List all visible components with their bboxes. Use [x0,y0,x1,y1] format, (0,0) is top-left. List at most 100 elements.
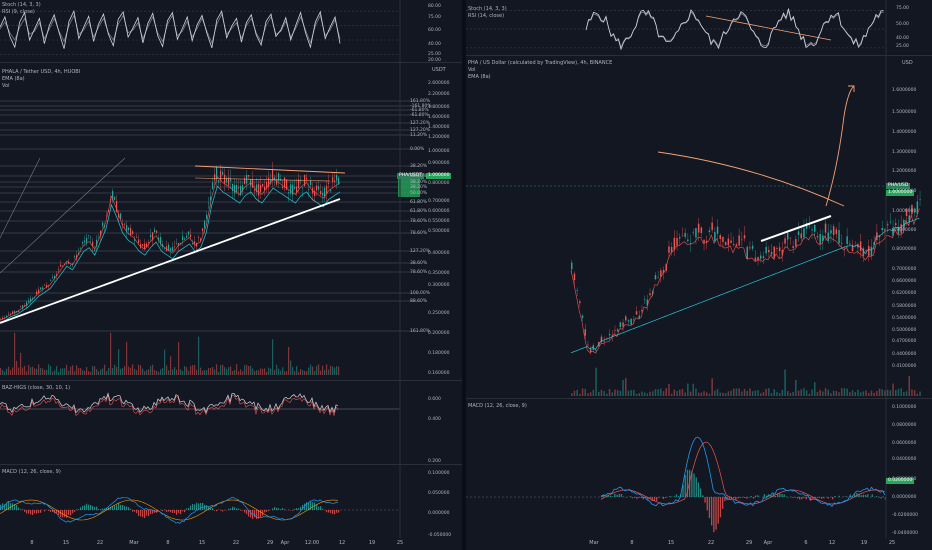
macd-histogram-bar [302,504,304,510]
volume-bar [741,391,743,396]
volume-bar [144,371,146,375]
macd-histogram-bar [148,510,150,517]
macd-histogram-bar [190,505,192,510]
candle-body [611,335,613,337]
volume-bar [94,366,96,375]
volume-bar [190,365,192,375]
fib-level-label: 0.00% [410,147,425,152]
macd-histogram-bar [236,508,238,510]
volume-bar [627,390,630,396]
candle-body [190,234,192,237]
fib-level-label: 38.20% [410,185,428,190]
volume-bar [800,389,802,396]
right-price-chart[interactable] [466,56,932,398]
volume-bar [140,365,142,375]
left-price-chart[interactable] [0,63,462,380]
macd-histogram-bar [717,497,719,524]
candle-body [719,235,721,239]
candle-body [124,223,126,225]
volume-bar [226,369,228,375]
candle-body [770,252,773,255]
macd-histogram-bar [230,508,232,510]
candle-body [695,228,697,238]
volume-bar [216,364,218,375]
volume-bar [581,388,584,396]
candle-body [16,310,18,313]
volume-bar [822,391,824,396]
volume-bar [184,366,186,375]
macd-histogram-bar [154,510,156,513]
volume-bar [805,390,808,396]
price-axis-label: 1.4000000 [892,130,917,135]
volume-bar [841,388,843,396]
volume-bar [878,388,881,396]
candle-body [234,185,236,194]
macd-histogram-bar [210,507,212,510]
right-x-axis[interactable]: Mar 8 15 22 29 Apr 6 12 19 25 [466,538,932,550]
candle-body [814,225,816,232]
stoch-axis-label: 50.00 [896,22,909,27]
volume-bar [332,366,334,375]
candle-body [82,242,84,244]
volume-bar [730,390,732,396]
candle-body [116,200,118,213]
candle-body [865,249,867,251]
volume-bar [14,332,16,375]
macd-histogram-bar [58,510,60,515]
volume-bar [282,367,284,375]
candle-body [44,284,46,286]
volume-bar [62,368,64,375]
candle-body [724,242,727,246]
volume-bar [697,392,700,396]
candle-body [50,280,52,281]
volume-bar [884,390,886,396]
fib-level-label: 61.80% [410,200,428,205]
volume-bar [104,364,106,375]
volume-bar [897,388,900,396]
price-axis-label: 0.8000000 [892,247,917,252]
volume-bar [22,367,24,375]
macd-histogram-bar [744,497,746,498]
macd-histogram-bar [338,510,340,513]
pane-divider[interactable] [462,0,466,550]
macd-histogram-bar [834,496,836,497]
candle-body [186,235,188,238]
macd-histogram-bar [669,496,671,497]
x-axis-label: 22 [707,540,715,546]
candle-body [216,167,218,180]
price-axis-label: 2.200000 [428,92,450,97]
candle-body [88,235,90,236]
volume-bar [244,365,246,375]
left-main-pane[interactable]: PHALA / Tether USD, 4h, HUOBI EMA (8a) V… [0,63,462,380]
stoch-axis-label: 60.00 [428,28,441,33]
candle-body [252,179,254,188]
candle-body [194,241,196,244]
macd-histogram-bar [695,477,697,497]
macd-histogram-bar [693,473,695,497]
fib-level-label: 38.20% [410,180,428,185]
macd-histogram-bar [746,497,748,499]
macd-signal-line [600,441,885,505]
volume-bar [214,369,216,375]
macd-histogram-bar [294,508,296,510]
volume-bar [865,390,867,396]
candle-body [332,177,334,183]
price-axis-label: 1.1000000 [892,189,917,194]
ema-line-red [570,208,920,354]
volume-bar [40,368,42,375]
volume-bar [614,389,616,396]
candle-body [897,226,900,235]
macd-histogram-bar [823,497,825,499]
macd-histogram-bar [206,505,208,510]
macd-histogram-bar [268,510,270,511]
macd-histogram-bar [260,510,262,518]
candle-body [857,244,859,248]
macd-histogram-bar [715,497,717,530]
candle-body [284,177,286,188]
macd-axis-label: 0.000000 [428,511,450,516]
right-main-pane[interactable]: PHA / US Dollar (calculated by TradingVi… [466,56,932,398]
left-x-axis[interactable]: 8 15 22 Mar 8 15 22 29 Apr 12:00 12 19 25 [0,538,462,550]
x-axis-label: 15 [667,540,675,546]
volume-bar [124,366,126,375]
volume-bar [276,364,278,375]
